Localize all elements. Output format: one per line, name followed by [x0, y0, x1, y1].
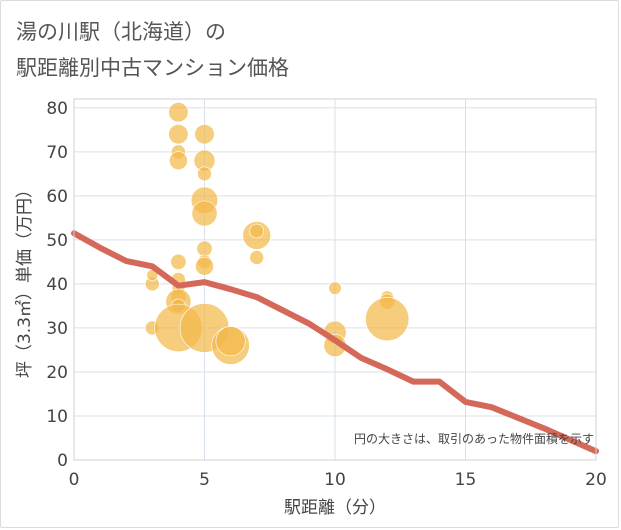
- trend-line: [71, 230, 599, 455]
- bubble-layer: [145, 102, 410, 365]
- y-tick-label: 0: [57, 451, 68, 471]
- bubble-point: [195, 256, 214, 276]
- bubble-point: [168, 102, 189, 123]
- plot-border: [73, 98, 597, 461]
- bubble-point: [249, 223, 265, 239]
- y-axis-label: 坪（3.3㎡）単価（万円）: [15, 181, 35, 378]
- x-axis-label: 駅距離（分）: [284, 498, 386, 518]
- size-note: 円の大きさは、取引のあった物件面積を示す: [354, 431, 594, 446]
- bubble-point: [249, 250, 265, 265]
- bubble-point: [168, 124, 189, 145]
- y-tick-label: 50: [46, 231, 68, 251]
- y-tick-label: 60: [46, 187, 68, 207]
- y-tick-label: 10: [46, 407, 68, 427]
- chart-title-line1: 湯の川駅（北海道）の: [16, 20, 226, 44]
- axis-ticks: 0 5 10 15 20 0 10 20 30 40 50 60 70 80: [46, 99, 606, 490]
- bubble-point: [328, 281, 342, 295]
- y-tick-label: 80: [46, 99, 68, 119]
- bubble-point: [194, 124, 215, 145]
- bubble-point: [365, 297, 410, 342]
- bubble-point: [170, 253, 187, 270]
- bubble-point: [168, 151, 188, 171]
- y-tick-label: 70: [46, 143, 68, 163]
- y-tick-label: 40: [46, 275, 68, 295]
- bubble-point: [196, 240, 213, 257]
- chart-title: 湯の川駅（北海道）の 駅距離別中古マンション価格: [16, 14, 289, 86]
- y-tick-label: 20: [46, 363, 68, 383]
- bubble-point: [191, 200, 218, 227]
- chart-title-line2: 駅距離別中古マンション価格: [16, 56, 289, 80]
- x-tick-label: 5: [199, 470, 210, 490]
- x-tick-label: 20: [585, 470, 607, 490]
- y-tick-label: 30: [46, 319, 68, 339]
- bubble-point: [197, 166, 212, 182]
- x-tick-label: 15: [455, 470, 477, 490]
- x-tick-label: 10: [324, 470, 346, 490]
- x-tick-label: 0: [69, 470, 80, 490]
- bubble-point: [215, 326, 246, 357]
